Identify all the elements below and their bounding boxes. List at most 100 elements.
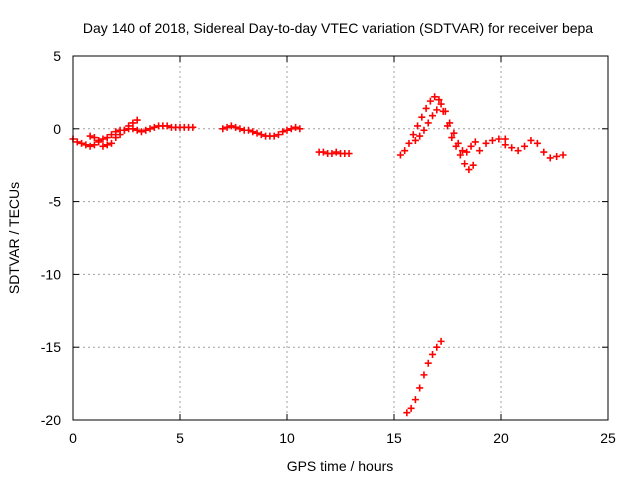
data-point xyxy=(163,122,171,130)
y-tick-label: 0 xyxy=(53,121,61,137)
data-point xyxy=(253,129,261,137)
data-point xyxy=(99,135,107,143)
data-point xyxy=(108,131,116,139)
data-point xyxy=(120,126,128,134)
data-point xyxy=(501,141,509,149)
y-tick-label: -5 xyxy=(49,194,62,210)
data-point xyxy=(137,128,145,136)
data-point xyxy=(86,132,94,140)
data-point xyxy=(446,119,454,127)
data-point xyxy=(431,93,439,101)
x-tick-label: 10 xyxy=(279,430,295,446)
data-point xyxy=(450,129,458,137)
data-point xyxy=(108,139,116,147)
series-segment-6 xyxy=(403,337,445,417)
data-point xyxy=(420,126,428,134)
points-layer xyxy=(69,93,567,417)
data-point xyxy=(437,337,445,345)
data-point xyxy=(103,141,111,149)
data-point xyxy=(73,138,81,146)
series-segment-4-branch xyxy=(411,100,479,156)
y-axis-label: SDTVAR / TECUs xyxy=(6,182,22,294)
data-point xyxy=(426,97,434,105)
data-point xyxy=(435,96,443,104)
data-point xyxy=(249,128,257,136)
series-segment-2 xyxy=(219,122,304,140)
data-point xyxy=(448,134,456,142)
data-point xyxy=(279,128,287,136)
data-point xyxy=(112,128,120,136)
data-point xyxy=(189,123,197,131)
data-point xyxy=(407,404,415,412)
data-point xyxy=(456,151,464,159)
data-point xyxy=(424,119,432,127)
y-tick-label: -20 xyxy=(41,412,61,428)
data-point xyxy=(471,138,479,146)
data-point xyxy=(429,350,437,358)
data-point xyxy=(433,106,441,114)
data-point xyxy=(146,125,154,133)
data-point xyxy=(508,144,516,152)
data-point xyxy=(133,126,141,134)
data-point xyxy=(414,122,422,130)
y-tick-label: -10 xyxy=(41,266,61,282)
data-point xyxy=(287,125,295,133)
data-point xyxy=(424,359,432,367)
grid-layer xyxy=(73,56,608,420)
data-point xyxy=(429,112,437,120)
data-point xyxy=(319,148,327,156)
data-point xyxy=(232,123,240,131)
data-point xyxy=(133,116,141,124)
y-tick-label: 5 xyxy=(53,48,61,64)
data-point xyxy=(521,142,529,150)
y-tick-label: -15 xyxy=(41,339,61,355)
data-point xyxy=(454,139,462,147)
series-segment-3 xyxy=(315,148,353,158)
data-point xyxy=(103,134,111,142)
x-tick-label: 25 xyxy=(600,430,616,446)
data-point xyxy=(559,151,567,159)
data-point xyxy=(411,136,419,144)
data-point xyxy=(401,147,409,155)
data-point xyxy=(150,123,158,131)
data-point xyxy=(244,126,252,134)
data-point xyxy=(416,132,424,140)
data-point xyxy=(396,151,404,159)
data-point xyxy=(274,131,282,139)
plot-frame xyxy=(72,55,609,421)
data-point xyxy=(409,131,417,139)
data-point xyxy=(422,104,430,112)
data-point xyxy=(469,161,477,169)
data-point xyxy=(142,126,150,134)
data-point xyxy=(345,150,353,158)
data-point xyxy=(90,141,98,149)
data-point xyxy=(129,125,137,133)
data-point xyxy=(476,147,484,155)
data-point xyxy=(553,152,561,160)
axes-layer: 0 5 10 15 20 25 5 0 -5 -10 -15 -20 xyxy=(41,48,616,446)
data-point xyxy=(441,107,449,115)
data-point xyxy=(546,154,554,162)
data-point xyxy=(458,147,466,155)
data-point xyxy=(514,147,522,155)
series-segment-1 xyxy=(69,116,141,150)
data-point xyxy=(332,148,340,156)
data-point xyxy=(416,384,424,392)
data-point xyxy=(467,142,475,150)
data-point xyxy=(403,409,411,417)
data-point xyxy=(482,139,490,147)
data-point xyxy=(411,396,419,404)
data-point xyxy=(227,122,235,130)
data-point xyxy=(328,150,336,158)
x-tick-label: 15 xyxy=(386,430,402,446)
x-tick-label: 0 xyxy=(69,430,77,446)
data-point xyxy=(488,136,496,144)
data-point xyxy=(82,141,90,149)
data-point xyxy=(433,343,441,351)
data-point xyxy=(95,138,103,146)
data-point xyxy=(540,148,548,156)
data-point xyxy=(283,126,291,134)
series-segment-5 xyxy=(501,136,567,162)
data-point xyxy=(219,125,227,133)
data-point xyxy=(296,125,304,133)
